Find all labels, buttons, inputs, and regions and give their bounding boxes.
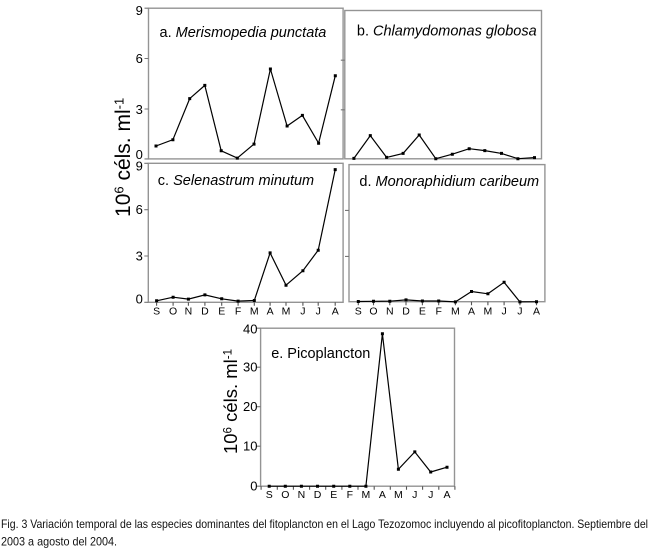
- svg-text:Fig. 3 Variación temporal de l: Fig. 3 Variación temporal de las especie…: [1, 517, 648, 531]
- svg-text:A: A: [443, 489, 450, 501]
- svg-text:F: F: [235, 306, 241, 318]
- svg-text:10: 10: [243, 438, 257, 453]
- svg-text:3: 3: [136, 249, 143, 264]
- svg-text:c. Selenastrum minutum: c. Selenastrum minutum: [158, 173, 314, 189]
- svg-text:M: M: [282, 306, 291, 318]
- svg-text:e. Picoplancton: e. Picoplancton: [271, 346, 370, 362]
- svg-text:J: J: [517, 306, 522, 318]
- svg-text:E: E: [330, 489, 337, 501]
- svg-text:E: E: [218, 306, 225, 318]
- svg-text:O: O: [169, 306, 177, 318]
- svg-text:3: 3: [136, 102, 143, 117]
- svg-text:9: 9: [136, 158, 143, 173]
- svg-text:J: J: [501, 306, 506, 318]
- svg-text:O: O: [369, 306, 377, 318]
- svg-text:J: J: [316, 306, 321, 318]
- svg-text:A: A: [468, 306, 475, 318]
- svg-text:F: F: [347, 489, 353, 501]
- svg-text:106 céls. ml-1: 106 céls. ml-1: [220, 349, 241, 454]
- svg-text:M: M: [394, 489, 403, 501]
- svg-text:D: D: [402, 306, 410, 318]
- svg-text:a. Merismopedia punctata: a. Merismopedia punctata: [160, 25, 327, 41]
- svg-text:A: A: [332, 306, 339, 318]
- svg-text:N: N: [185, 306, 193, 318]
- svg-text:6: 6: [136, 51, 143, 66]
- svg-text:b. Chlamydomonas globosa: b. Chlamydomonas globosa: [357, 23, 537, 39]
- svg-text:A: A: [267, 306, 274, 318]
- svg-text:D: D: [201, 306, 209, 318]
- svg-text:J: J: [428, 489, 433, 501]
- svg-text:20: 20: [243, 399, 257, 414]
- svg-text:S: S: [153, 306, 160, 318]
- svg-text:N: N: [298, 489, 306, 501]
- svg-text:0: 0: [136, 292, 143, 307]
- svg-text:2003 a agosto del 2004.: 2003 a agosto del 2004.: [1, 535, 117, 549]
- svg-text:6: 6: [136, 202, 143, 217]
- svg-text:D: D: [314, 489, 322, 501]
- svg-text:S: S: [355, 306, 362, 318]
- svg-text:A: A: [533, 306, 540, 318]
- svg-text:106 céls. ml-1: 106 céls. ml-1: [112, 98, 136, 217]
- svg-text:J: J: [300, 306, 305, 318]
- svg-text:0: 0: [136, 147, 143, 162]
- svg-text:9: 9: [136, 3, 143, 18]
- svg-text:M: M: [451, 306, 460, 318]
- svg-text:d. Monoraphidium caribeum: d. Monoraphidium caribeum: [359, 174, 539, 190]
- svg-text:O: O: [281, 489, 289, 501]
- svg-text:0: 0: [250, 479, 257, 494]
- svg-text:J: J: [412, 489, 417, 501]
- svg-text:M: M: [362, 489, 371, 501]
- svg-text:A: A: [379, 489, 386, 501]
- svg-text:30: 30: [243, 360, 257, 375]
- svg-text:M: M: [484, 306, 493, 318]
- svg-text:N: N: [386, 306, 394, 318]
- svg-text:F: F: [435, 306, 441, 318]
- svg-text:40: 40: [243, 322, 257, 337]
- svg-text:M: M: [250, 306, 259, 318]
- svg-text:S: S: [266, 489, 273, 501]
- svg-text:E: E: [419, 306, 426, 318]
